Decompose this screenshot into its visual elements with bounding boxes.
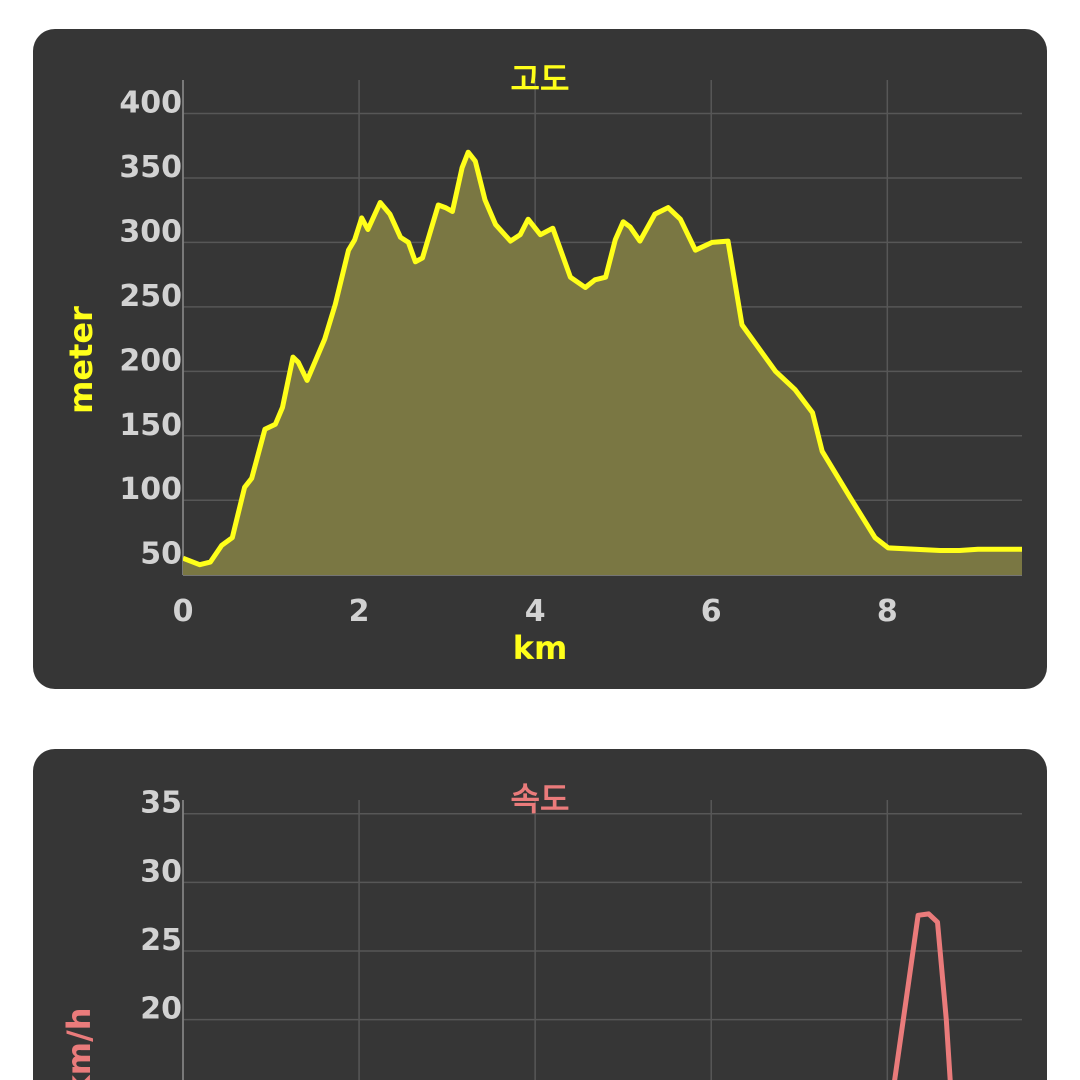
area-fill	[183, 152, 1022, 575]
x-tick-label: 0	[173, 594, 194, 629]
y-tick-label: 350	[119, 150, 182, 185]
y-axis-label: km/h	[60, 1007, 98, 1080]
y-tick-label: 400	[119, 86, 182, 121]
y-tick-label: 250	[119, 279, 182, 314]
y-axis-label: meter	[62, 306, 100, 414]
y-tick-label: 200	[119, 343, 182, 378]
x-tick-label: 4	[525, 594, 546, 629]
y-tick-label: 25	[140, 923, 182, 958]
y-tick-label: 50	[140, 537, 182, 572]
x-axis-label: km	[513, 629, 568, 667]
y-tick-label: 35	[140, 786, 182, 821]
x-tick-label: 8	[877, 594, 898, 629]
y-tick-label: 300	[119, 214, 182, 249]
chart-title: 고도	[511, 60, 570, 98]
x-tick-label: 2	[349, 594, 370, 629]
series-line	[183, 149, 1022, 568]
y-tick-label: 150	[119, 408, 182, 443]
chart-title: 속도	[511, 780, 570, 818]
y-tick-label: 20	[140, 992, 182, 1027]
y-tick-label: 100	[119, 472, 182, 507]
x-tick-label: 6	[701, 594, 722, 629]
y-tick-label: 30	[140, 854, 182, 889]
series-line	[892, 911, 953, 1080]
panel	[33, 749, 1047, 1080]
